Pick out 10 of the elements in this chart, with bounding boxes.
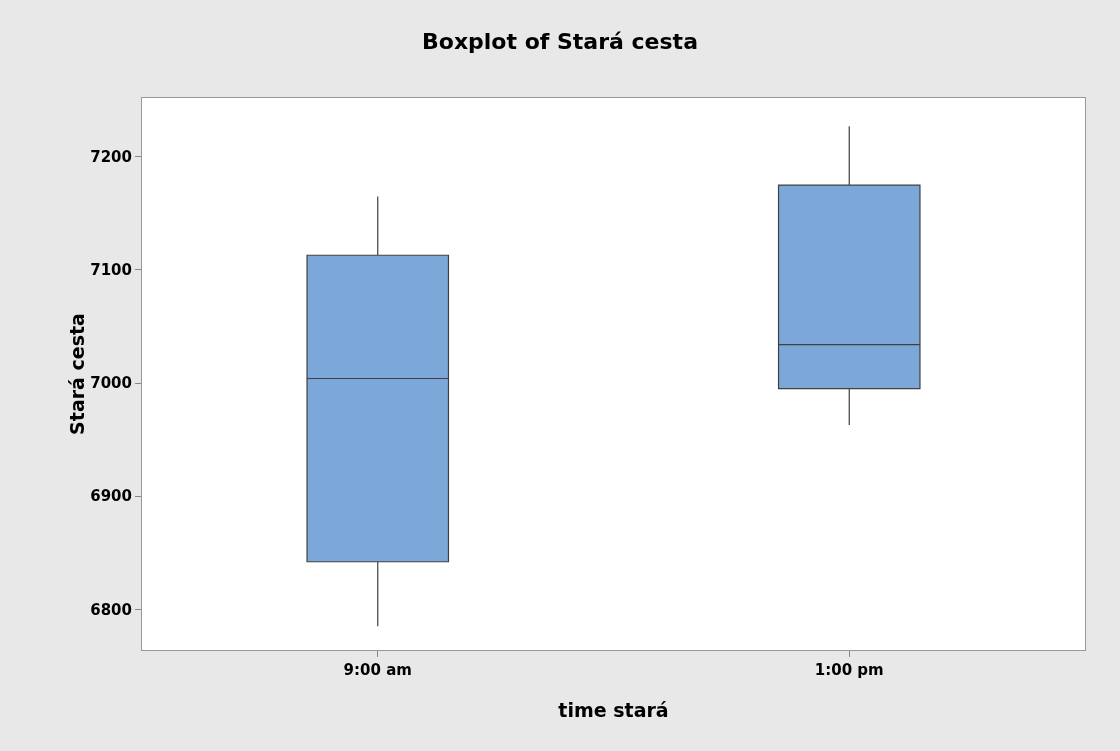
y-tick-label: 6800 [90, 600, 132, 619]
y-tick-label: 7100 [90, 261, 132, 280]
y-axis-title: Stará cesta [66, 313, 89, 435]
chart-title: Boxplot of Stará cesta [422, 29, 698, 55]
x-tick-label: 9:00 am [343, 661, 412, 679]
y-tick-label: 7000 [90, 374, 132, 393]
y-tick-label: 6900 [90, 487, 132, 506]
y-tick-label: 7200 [90, 148, 132, 167]
x-axis-title: time stará [558, 699, 669, 721]
x-tick-label: 1:00 pm [814, 661, 884, 679]
